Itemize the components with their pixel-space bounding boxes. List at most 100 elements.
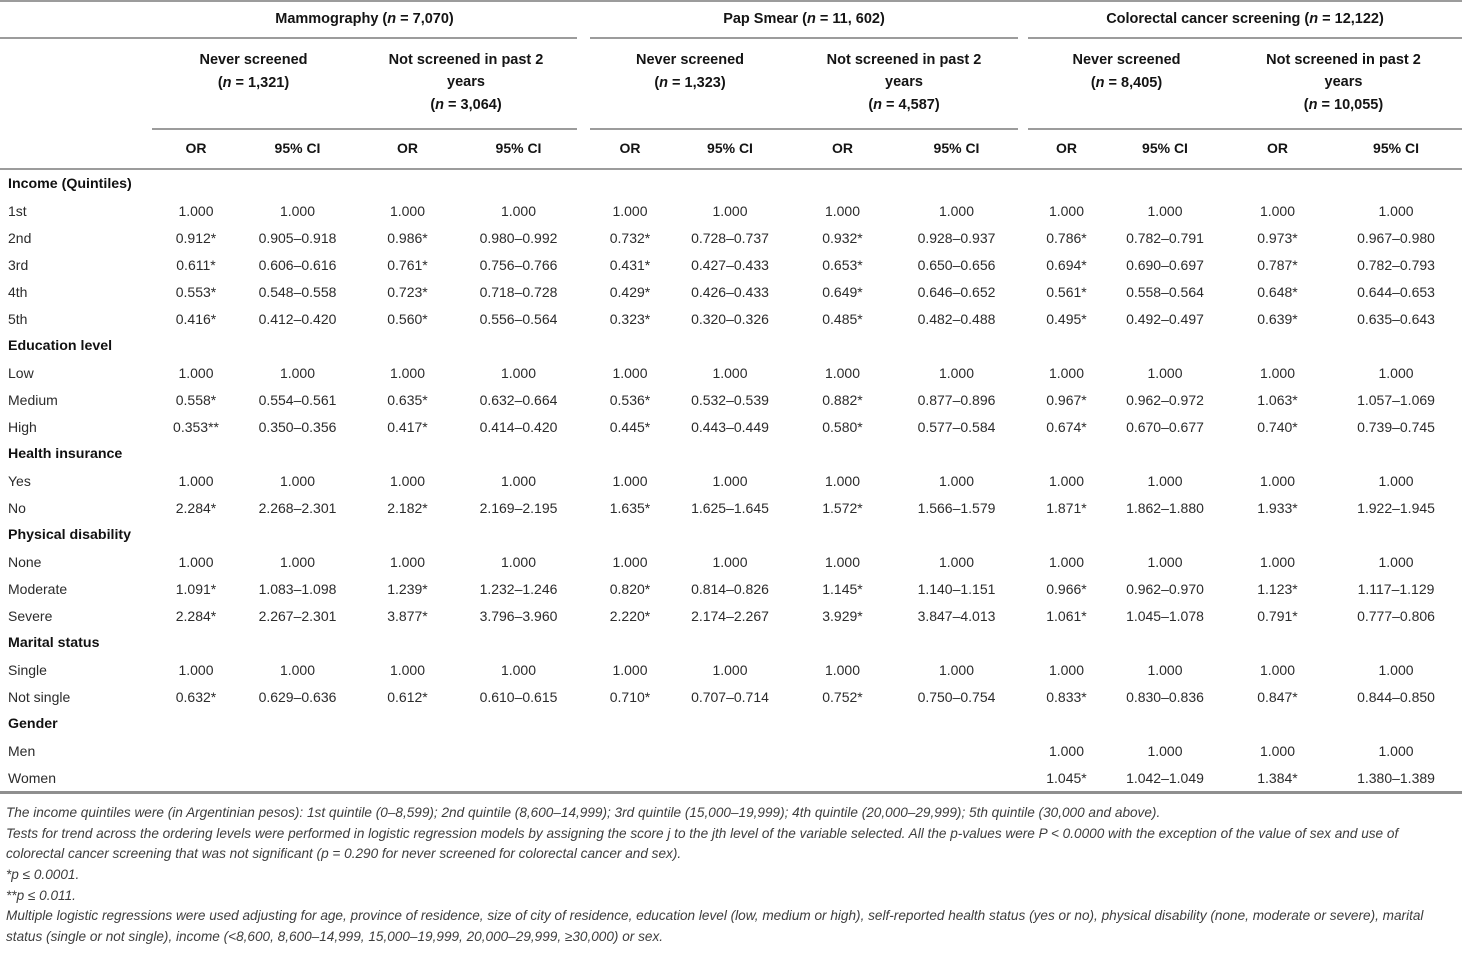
or-value: 0.536* [609,391,651,408]
ci-value: 0.320–0.326 [691,310,769,327]
column-gap [577,1,590,38]
n-symbol: n [222,75,232,91]
ci-value: 2.174–2.267 [691,607,769,624]
ci-value: 1.000 [279,661,316,678]
ci-value: 1.000 [500,553,537,570]
subgroup-n: (n = 1,321) [217,75,290,91]
or-value: 0.580* [822,418,863,435]
row-label: Yes [8,472,31,489]
or-value: 0.445* [609,418,651,435]
or-value: 1.145* [822,580,863,597]
column-gap [577,197,590,224]
row-label: Single [8,661,47,678]
column-gap [577,467,590,494]
or-value: 0.732* [609,229,651,246]
or-value: 0.632* [175,688,217,705]
or-value: 0.560* [387,310,428,327]
or-value: 0.986* [387,229,428,246]
ci-value: 0.532–0.539 [691,391,769,408]
stub-header [0,129,152,170]
group-header-mammography: Mammography (n = 7,070) [152,1,577,39]
footnotes: The income quintiles were (in Argentinia… [0,791,1462,958]
or-value: 1.000 [612,202,648,219]
ci-value: 0.558–0.564 [1126,283,1204,300]
or-value: 0.752* [822,688,863,705]
n-symbol: n [873,97,883,113]
ci-value: 1.000 [500,364,537,381]
or-value: 0.558* [175,391,217,408]
ci-value: 1.000 [500,661,537,678]
or-value: 1.061* [1046,607,1087,624]
row-label: 5th [8,310,28,327]
or-value [590,737,670,764]
subgroup-header-pap-not2y: Not screened in past 2 years (n = 4,587) [790,38,1018,130]
column-gap [1018,129,1028,170]
ci-value: 1.000 [938,553,975,570]
row-label: None [8,553,42,570]
section-header-row: Income (Quintiles) [0,169,1462,197]
or-value: 0.882* [822,391,863,408]
or-value: 0.485* [822,310,863,327]
row-label: Men [8,742,36,759]
or-value: 1.000 [1259,553,1296,570]
or-value: 0.612* [387,688,428,705]
ci-value: 1.000 [712,661,748,678]
group-n-text: = 11, 602) [815,11,885,27]
or-value: 1.000 [178,661,214,678]
ci-value [895,764,1018,791]
row-label: Severe [8,607,53,624]
column-gap [577,359,590,386]
or-value: 1.000 [824,553,861,570]
ci-value: 0.414–0.420 [479,418,558,435]
footnote-p-star: *p ≤ 0.0001. [6,866,80,882]
column-gap [1018,602,1028,629]
table-row: High 0.353** 0.350–0.356 0.417* 0.414–0.420 0… [0,413,1462,440]
column-gap [577,413,590,440]
column-gap [1018,1,1028,38]
or-value: 0.786* [1046,229,1087,246]
table-row: 5th 0.416* 0.412–0.420 0.560* 0.556–0.564 0.3… [0,305,1462,332]
or-value [355,737,460,764]
ci-value: 0.782–0.793 [1357,256,1435,273]
table-row: 2nd 0.912* 0.905–0.918 0.986* 0.980–0.992 0.7… [0,224,1462,251]
ci-value: 1.000 [1378,472,1414,489]
ci-value: 0.577–0.584 [917,418,996,435]
column-gap [577,305,590,332]
ci-value: 0.739–0.745 [1357,418,1435,435]
row-label: 4th [8,283,28,300]
table-row: Yes 1.000 1.000 1.000 1.000 1.000 1.000 1.000 1.… [0,467,1462,494]
or-value [790,737,895,764]
ci-value: 0.905–0.918 [258,229,337,246]
or-value: 1.000 [1259,661,1296,678]
or-value: 0.973* [1257,229,1298,246]
ci-value: 3.847–4.013 [917,607,996,624]
or-value [590,764,670,791]
or-value: 1.000 [389,364,426,381]
table-row: Severe 2.284* 2.267–2.301 3.877* 3.796–3.960… [0,602,1462,629]
column-gap [577,251,590,278]
ci-value: 2.169–2.195 [479,499,558,516]
column-gap [1018,494,1028,521]
or-value: 0.966* [1046,580,1087,597]
or-value [790,764,895,791]
column-gap [1018,656,1028,683]
ci-value: 0.777–0.806 [1357,607,1435,624]
or-value: 0.723* [387,283,428,300]
ci-value: 1.000 [1147,472,1183,489]
or-value: 1.384* [1257,769,1298,786]
table-row: 1st 1.000 1.000 1.000 1.000 1.000 1.000 1.000 1.… [0,197,1462,224]
or-value: 1.000 [824,364,861,381]
ci-value: 0.632–0.664 [479,391,558,408]
subgroup-header-pap-never: Never screened (n = 1,323) [590,38,790,130]
row-label: Women [8,769,56,786]
or-value: 0.787* [1257,256,1298,273]
or-value: 1.000 [824,661,861,678]
or-value: 0.353** [173,418,219,435]
or-value: 1.123* [1257,580,1298,597]
column-gap [577,38,590,129]
ci-value: 1.000 [1378,553,1414,570]
ci-value: 0.646–0.652 [917,283,996,300]
or-header: OR [590,129,670,170]
ci-value: 0.556–0.564 [479,310,558,327]
column-gap [1018,197,1028,224]
